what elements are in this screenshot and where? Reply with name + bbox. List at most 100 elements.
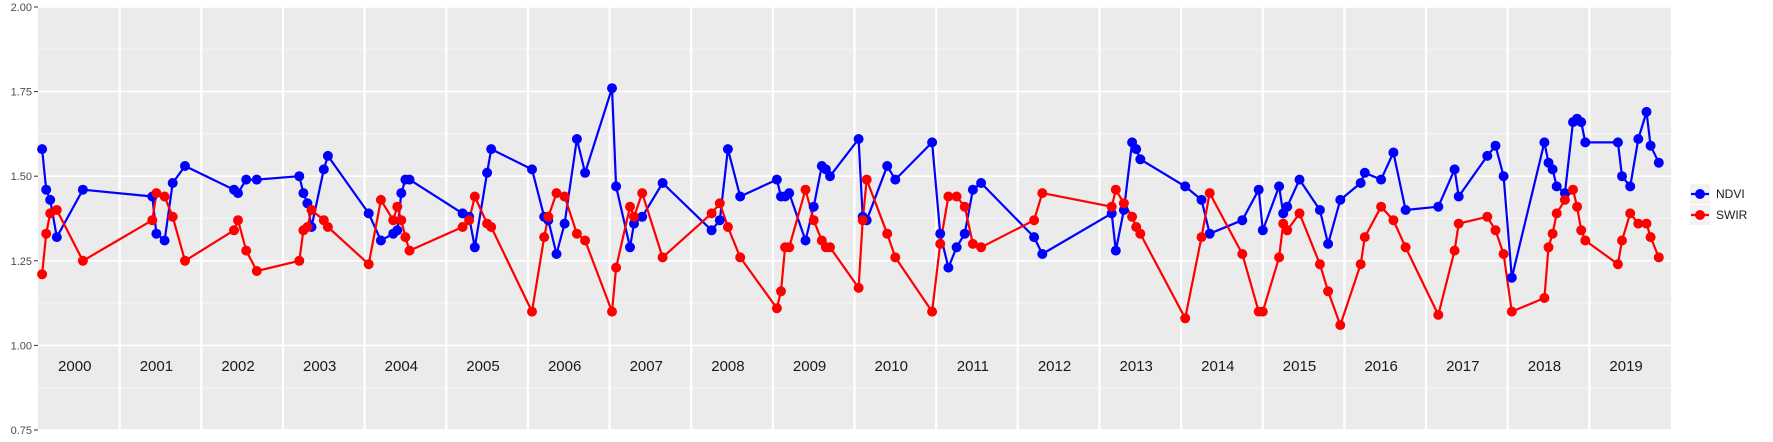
data-point-ndvi xyxy=(959,228,970,239)
data-point-swir xyxy=(1633,218,1644,229)
data-point-ndvi xyxy=(1253,184,1264,195)
data-point-ndvi xyxy=(1282,201,1293,212)
year-label: 2009 xyxy=(793,358,826,375)
data-point-swir xyxy=(861,174,872,185)
data-point-swir xyxy=(1612,259,1623,270)
data-point-ndvi xyxy=(1180,181,1191,192)
data-point-ndvi xyxy=(784,188,795,199)
year-label: 2014 xyxy=(1201,358,1234,375)
data-point-swir xyxy=(1110,184,1121,195)
data-point-swir xyxy=(396,215,407,226)
year-label: 2010 xyxy=(875,358,908,375)
data-point-ndvi xyxy=(1576,117,1587,128)
data-point-ndvi xyxy=(611,181,622,192)
y-tick-label: 1.50 xyxy=(11,171,32,183)
data-point-ndvi xyxy=(318,164,329,175)
data-point-swir xyxy=(51,205,62,215)
data-point-ndvi xyxy=(1633,134,1644,144)
data-point-swir xyxy=(580,235,591,246)
data-point-swir xyxy=(825,242,835,253)
data-point-ndvi xyxy=(1612,137,1623,148)
data-point-ndvi xyxy=(976,178,987,188)
data-point-ndvi xyxy=(37,144,48,155)
data-point-ndvi xyxy=(77,184,88,195)
y-tick-label: 1.75 xyxy=(11,87,32,99)
data-point-swir xyxy=(233,215,243,226)
legend-label-swir: SWIR xyxy=(1716,208,1748,222)
year-label: 2016 xyxy=(1364,358,1397,375)
data-point-swir xyxy=(935,238,946,249)
year-label: 2004 xyxy=(385,358,418,375)
data-point-swir xyxy=(302,222,313,232)
data-point-ndvi xyxy=(1359,167,1370,178)
data-point-swir xyxy=(927,306,938,317)
data-point-swir xyxy=(527,306,537,317)
data-point-swir xyxy=(294,255,305,266)
data-point-swir xyxy=(241,245,252,256)
data-point-swir xyxy=(1580,235,1591,246)
data-point-ndvi xyxy=(1498,171,1509,182)
data-point-swir xyxy=(1625,208,1636,219)
data-point-swir xyxy=(37,269,48,280)
data-point-swir xyxy=(1572,201,1583,212)
data-point-ndvi xyxy=(469,242,480,253)
data-point-ndvi xyxy=(580,167,591,178)
data-point-swir xyxy=(611,262,622,273)
data-point-swir xyxy=(375,194,386,205)
data-point-swir xyxy=(722,222,733,232)
year-label: 2000 xyxy=(58,358,91,375)
data-point-swir xyxy=(1490,225,1501,236)
data-point-ndvi xyxy=(404,174,415,185)
data-point-swir xyxy=(469,191,480,202)
data-point-swir xyxy=(404,245,415,256)
data-point-swir xyxy=(251,266,262,276)
data-point-swir xyxy=(229,225,239,236)
data-point-swir xyxy=(1543,242,1554,253)
data-point-ndvi xyxy=(1551,181,1562,192)
data-point-swir xyxy=(486,222,497,232)
data-point-ndvi xyxy=(1294,174,1305,185)
data-point-swir xyxy=(41,228,52,239)
data-point-swir xyxy=(607,306,617,317)
data-point-swir xyxy=(800,184,811,195)
data-point-ndvi xyxy=(935,228,946,239)
data-point-swir xyxy=(625,201,635,212)
data-point-swir xyxy=(1257,306,1268,317)
data-point-ndvi xyxy=(1376,174,1387,185)
data-point-ndvi xyxy=(890,174,901,185)
year-label: 2018 xyxy=(1528,358,1561,375)
data-point-swir xyxy=(657,252,668,263)
data-point-ndvi xyxy=(151,228,162,239)
data-point-ndvi xyxy=(1196,194,1207,205)
year-label: 2002 xyxy=(221,358,254,375)
year-label: 2006 xyxy=(548,358,581,375)
data-point-swir xyxy=(1547,228,1558,239)
data-point-ndvi xyxy=(735,191,746,202)
data-point-ndvi xyxy=(159,235,170,246)
data-point-ndvi xyxy=(1641,106,1652,117)
data-point-swir xyxy=(1449,245,1460,256)
year-divider-lines xyxy=(118,7,1591,430)
data-point-ndvi xyxy=(1355,178,1366,188)
year-label: 2017 xyxy=(1446,358,1479,375)
data-point-swir xyxy=(714,198,725,209)
data-point-ndvi xyxy=(1653,157,1664,168)
data-point-swir xyxy=(306,205,317,215)
data-point-ndvi xyxy=(375,235,386,246)
data-point-swir xyxy=(1576,225,1587,236)
data-point-ndvi xyxy=(771,174,782,185)
data-point-swir xyxy=(1551,208,1562,219)
data-point-ndvi xyxy=(251,174,262,185)
data-point-swir xyxy=(543,211,554,222)
data-point-swir xyxy=(1355,259,1366,270)
data-point-ndvi xyxy=(396,188,407,199)
data-point-swir xyxy=(1400,242,1411,253)
data-point-ndvi xyxy=(951,242,962,253)
data-point-ndvi xyxy=(167,178,178,188)
data-point-swir xyxy=(180,255,190,266)
data-point-swir xyxy=(1237,249,1248,259)
data-point-swir xyxy=(77,255,88,266)
data-point-swir xyxy=(771,303,782,314)
data-point-swir xyxy=(1323,286,1334,297)
year-label: 2012 xyxy=(1038,358,1071,375)
